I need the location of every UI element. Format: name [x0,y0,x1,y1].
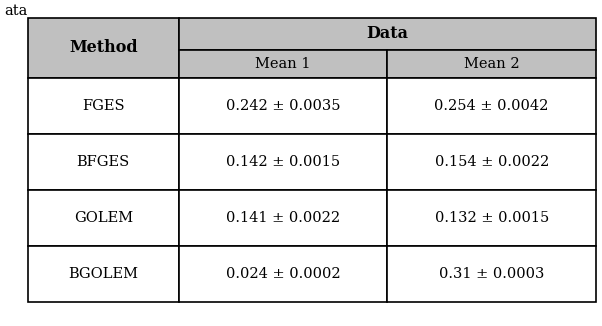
Text: GOLEM: GOLEM [73,211,133,225]
Bar [179,18,596,50]
Text: BFGES: BFGES [76,155,130,169]
Text: Method: Method [69,39,138,56]
Bar [387,246,596,302]
Text: Mean 2: Mean 2 [464,57,520,71]
Text: Data: Data [366,25,408,42]
Text: 0.141 ± 0.0022: 0.141 ± 0.0022 [226,211,340,225]
Bar [28,78,179,134]
Bar [387,190,596,246]
Text: 0.242 ± 0.0035: 0.242 ± 0.0035 [226,99,340,113]
Text: 0.142 ± 0.0015: 0.142 ± 0.0015 [226,155,340,169]
Bar [387,78,596,134]
Bar [28,134,179,190]
Bar [28,190,179,246]
Text: Mean 1: Mean 1 [255,57,311,71]
Text: 0.132 ± 0.0015: 0.132 ± 0.0015 [435,211,549,225]
Text: 0.024 ± 0.0002: 0.024 ± 0.0002 [226,267,340,281]
Bar [179,134,387,190]
Text: 0.31 ± 0.0003: 0.31 ± 0.0003 [439,267,544,281]
Text: ata: ata [4,4,27,18]
Text: FGES: FGES [82,99,125,113]
Bar [179,190,387,246]
Bar [179,50,387,78]
Text: 0.254 ± 0.0042: 0.254 ± 0.0042 [435,99,549,113]
Text: BGOLEM: BGOLEM [68,267,138,281]
Bar [387,134,596,190]
Bar [28,246,179,302]
Bar [28,18,179,78]
Bar [387,50,596,78]
Bar [179,246,387,302]
Text: 0.154 ± 0.0022: 0.154 ± 0.0022 [435,155,549,169]
Bar [179,78,387,134]
